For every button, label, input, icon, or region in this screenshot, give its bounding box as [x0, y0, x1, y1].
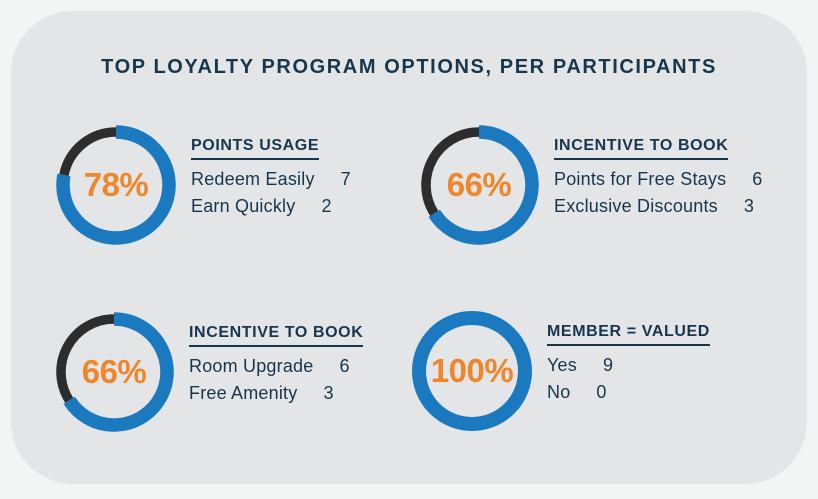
legend-row: Redeem Easily 7	[191, 166, 351, 193]
legend-value: 3	[323, 383, 334, 403]
donut-percent-label: 100%	[430, 352, 514, 389]
group-info: INCENTIVE TO BOOK Room Upgrade 6 Free Am…	[189, 312, 364, 407]
legend-row: Room Upgrade 6	[189, 353, 363, 380]
group-heading: POINTS USAGE	[191, 137, 320, 160]
group-info: POINTS USAGE Redeem Easily 7 Earn Quickl…	[191, 125, 351, 220]
donut-percent-label: 78%	[83, 166, 149, 203]
legend-label: Points for Free Stays	[554, 169, 727, 189]
donut-percent-label: 66%	[446, 166, 512, 203]
group-info: MEMBER = VALUED Yes 9 No 0	[547, 311, 710, 406]
legend-row: Free Amenity 3	[189, 380, 363, 407]
legend-value: 0	[596, 382, 607, 402]
donut-ring	[412, 311, 532, 431]
donut-chart: 100%	[412, 311, 532, 431]
legend-value: 3	[743, 196, 755, 216]
legend-label: No	[547, 382, 571, 402]
legend-value: 6	[339, 356, 350, 376]
donut-ring	[56, 312, 174, 432]
legend-label: Yes	[547, 355, 577, 375]
legend-label: Exclusive Discounts	[554, 196, 718, 216]
donut-group-incentive-to-book-1: 66% INCENTIVE TO BOOK Points for Free St…	[419, 125, 762, 245]
legend-label: Earn Quickly	[191, 196, 296, 216]
infographic-card: TOP LOYALTY PROGRAM OPTIONS, PER PARTICI…	[11, 11, 807, 484]
donut-chart: 78%	[56, 125, 176, 245]
legend-label: Redeem Easily	[191, 169, 315, 189]
group-heading: INCENTIVE TO BOOK	[554, 137, 729, 160]
donut-ring	[421, 125, 539, 245]
donut-chart: 66%	[419, 125, 539, 245]
group-heading: INCENTIVE TO BOOK	[189, 324, 364, 347]
donut-group-member-valued: 100% MEMBER = VALUED Yes 9 No 0	[412, 311, 710, 431]
donut-chart: 66%	[54, 312, 174, 432]
legend-row: Exclusive Discounts 3	[554, 193, 762, 220]
legend-row: Points for Free Stays 6	[554, 166, 762, 193]
legend-value: 2	[321, 196, 332, 216]
donut-percent-label: 66%	[81, 353, 147, 390]
donut-group-incentive-to-book-2: 66% INCENTIVE TO BOOK Room Upgrade 6 Fre…	[54, 312, 364, 432]
legend-value: 6	[752, 169, 763, 189]
legend-value: 7	[340, 169, 351, 189]
group-heading: MEMBER = VALUED	[547, 323, 710, 346]
donut-group-points-usage: 78% POINTS USAGE Redeem Easily 7 Earn Qu…	[56, 125, 351, 245]
group-info: INCENTIVE TO BOOK Points for Free Stays …	[554, 125, 762, 220]
chart-title: TOP LOYALTY PROGRAM OPTIONS, PER PARTICI…	[101, 56, 717, 78]
legend-label: Free Amenity	[189, 383, 298, 403]
donut-ring	[56, 125, 176, 245]
legend-row: Yes 9	[547, 352, 710, 379]
legend-row: Earn Quickly 2	[191, 193, 351, 220]
legend-label: Room Upgrade	[189, 356, 314, 376]
legend-row: No 0	[547, 379, 710, 406]
legend-value: 9	[602, 355, 614, 375]
